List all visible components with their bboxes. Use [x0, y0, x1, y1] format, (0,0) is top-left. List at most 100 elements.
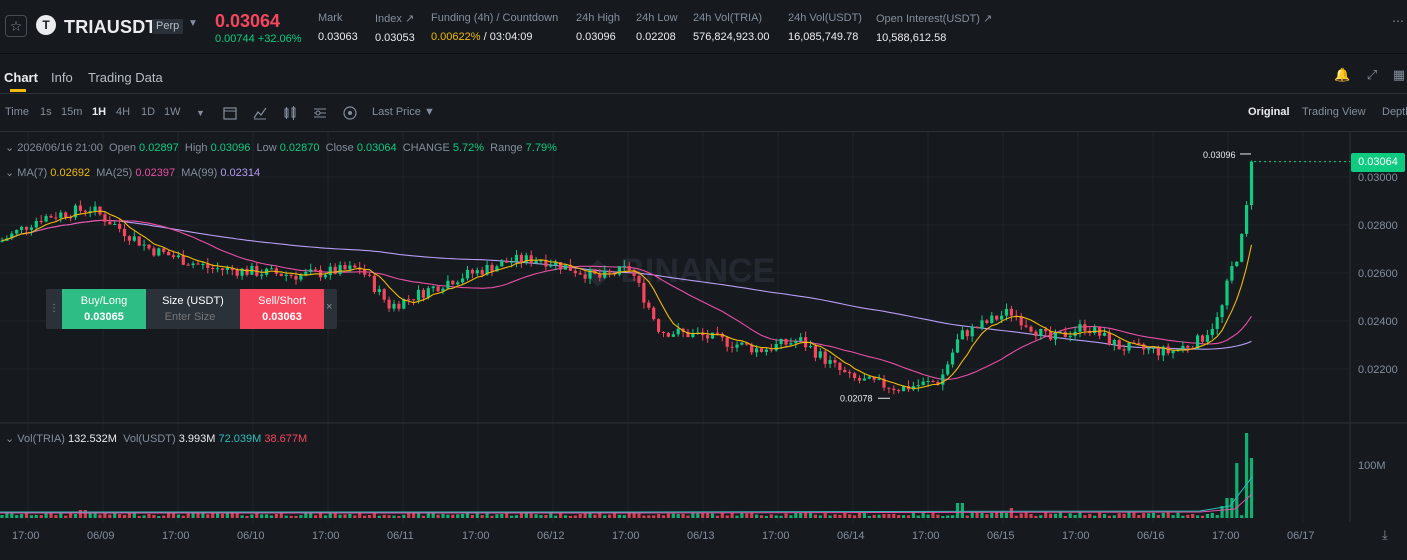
volume-bar — [358, 512, 362, 518]
volume-bar — [485, 513, 489, 518]
view-original[interactable]: Original — [1248, 106, 1290, 118]
chart-area[interactable]: ◆ BINANCE 0.03000 0.02800 0.02600 0.02400 0.… — [0, 132, 1407, 522]
settings-sliders-icon[interactable] — [312, 105, 328, 121]
buy-long-button[interactable]: Buy/Long 0.03065 — [62, 289, 146, 329]
volume-bar — [1151, 512, 1156, 518]
candle-body — [162, 248, 166, 252]
x-tick: 06/14 — [837, 530, 865, 542]
volume-ma-path — [0, 493, 1253, 514]
add-indicator-icon[interactable] — [342, 105, 358, 121]
interval-time[interactable]: Time — [5, 106, 30, 118]
stat-value: 10,588,612.58 — [876, 32, 947, 44]
interval-15m[interactable]: 15m — [61, 106, 83, 118]
more-options-icon[interactable]: ⋯ — [1392, 14, 1404, 28]
volume-ma-lines — [0, 476, 1253, 514]
volume-bar — [755, 514, 759, 518]
volume-bar — [475, 512, 479, 518]
current-price-badge: 0.03064 — [1351, 153, 1405, 172]
tab-chart[interactable]: Chart — [4, 70, 38, 85]
collapse-icon[interactable]: ⌄ — [5, 167, 15, 179]
bell-icon[interactable]: 🔔 — [1334, 67, 1351, 82]
view-trading-view[interactable]: Trading View — [1302, 106, 1366, 118]
volume-bar — [201, 513, 205, 518]
candle-body — [402, 299, 406, 309]
candle-body — [211, 267, 215, 269]
fullscreen-icon[interactable]: ⤢ — [1366, 67, 1378, 82]
volume-bar — [132, 512, 136, 518]
volume-bar — [377, 515, 381, 518]
price-type-dropdown[interactable]: Last Price ▼ — [372, 106, 435, 118]
calendar-icon[interactable] — [222, 105, 238, 121]
stat-open-interest[interactable]: Open Interest(USDT) ↗ 10,588,612.58 — [876, 12, 992, 44]
x-tick: 06/15 — [987, 530, 1015, 542]
candle-body — [843, 370, 847, 373]
volume-bar — [696, 513, 700, 518]
collapse-icon[interactable]: ⌄ — [5, 142, 15, 154]
volume-bar — [652, 515, 656, 518]
candle-body — [235, 269, 239, 276]
volume-bar — [1078, 512, 1082, 518]
tab-trading-data[interactable]: Trading Data — [88, 70, 163, 85]
candle-body — [897, 390, 901, 392]
symbol-dropdown-icon[interactable]: ▼ — [188, 18, 198, 29]
volume-bar — [304, 513, 308, 518]
volume-bar — [279, 513, 283, 518]
candle-body — [505, 260, 509, 263]
candle-body — [1083, 324, 1087, 331]
volume-bar — [1200, 515, 1205, 518]
volume-bar — [897, 514, 901, 518]
sell-short-button[interactable]: Sell/Short 0.03063 — [240, 289, 324, 329]
stat-label: 24h Low — [636, 12, 678, 24]
volume-bar — [333, 513, 337, 518]
interval-4h[interactable]: 4H — [116, 106, 131, 118]
volume-bar — [647, 515, 651, 518]
volume-bar — [1004, 512, 1009, 518]
volume-bar — [69, 513, 73, 518]
volume-bar — [235, 512, 239, 518]
candle-body — [73, 205, 78, 218]
view-depth[interactable]: Depth — [1382, 106, 1407, 118]
favorite-star-icon[interactable]: ☆ — [5, 15, 27, 37]
volume-bar — [911, 512, 915, 518]
candle-body — [1102, 332, 1107, 336]
volume-bar — [1176, 512, 1180, 518]
layout-grid-icon[interactable]: ▦ — [1392, 67, 1406, 82]
volume-bar — [387, 515, 391, 518]
volume-bar — [1009, 508, 1013, 518]
volume-bar — [514, 515, 519, 518]
drag-handle-icon[interactable]: ⋮ — [49, 303, 59, 314]
volume-bar — [559, 512, 563, 518]
stat-funding: Funding (4h) / Countdown 0.00622% / 03:0… — [431, 12, 558, 43]
close-icon[interactable]: × — [326, 301, 333, 313]
interval-dropdown-icon[interactable]: ▼ — [196, 108, 205, 118]
candle-body — [514, 254, 519, 262]
size-input[interactable] — [146, 311, 234, 323]
time-axis-expand-icon[interactable]: ⤓ — [1382, 527, 1388, 542]
volume-info: ⌄ Vol(TRIA) 132.532M Vol(USDT) 3.993M 72… — [5, 432, 307, 445]
volume-bar — [1098, 512, 1102, 518]
interval-1d[interactable]: 1D — [141, 106, 156, 118]
volume-bar — [225, 512, 229, 518]
collapse-icon[interactable]: ⌄ — [5, 433, 15, 445]
interval-1h[interactable]: 1H — [92, 106, 107, 118]
candle-body — [774, 344, 778, 351]
candle-body — [789, 343, 793, 345]
volume-bar — [637, 513, 641, 518]
high-label: High — [184, 142, 208, 154]
symbol-name[interactable]: TRIAUSDT — [64, 17, 157, 37]
size-field[interactable]: Size (USDT) — [146, 289, 240, 329]
candlestick-chart[interactable]: ◆ BINANCE 0.030000.028000.026000.024000.… — [0, 132, 1407, 522]
stat-index[interactable]: Index ↗ 0.03053 — [375, 12, 415, 44]
candle-body — [617, 266, 621, 275]
indicator-icon[interactable] — [252, 105, 268, 121]
candle-type-icon[interactable] — [282, 105, 298, 121]
x-tick: 17:00 — [312, 530, 340, 542]
volume-bar — [44, 512, 48, 518]
interval-1w[interactable]: 1W — [164, 106, 181, 118]
volume-bar — [1196, 515, 1200, 518]
volume-bar — [1029, 513, 1033, 518]
candle-body — [465, 269, 470, 279]
candle-body — [1039, 328, 1043, 336]
tab-info[interactable]: Info — [51, 70, 73, 85]
interval-1s[interactable]: 1s — [40, 106, 52, 118]
